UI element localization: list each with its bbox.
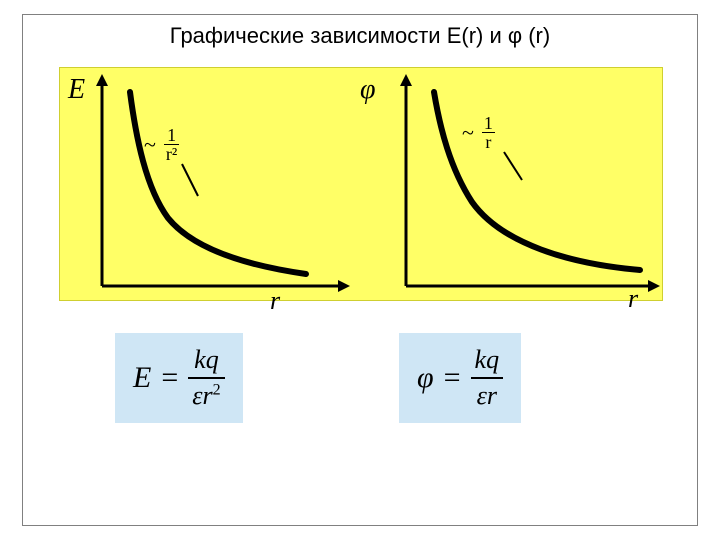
- tilde-sign: ~: [462, 122, 474, 144]
- formula-phi-den: εr: [471, 379, 504, 411]
- slide-frame: Графические зависимости E(r) и φ (r) E r…: [22, 14, 698, 526]
- formula-E: E = kq εr2: [133, 369, 225, 386]
- right-annot-pointer: [504, 152, 522, 180]
- formula-E-den: εr2: [188, 379, 224, 411]
- right-annotation: ~ 1 r: [462, 114, 495, 151]
- chart-area: E r ~ 1 r² φ r ~ 1 r: [59, 67, 663, 301]
- formula-box-left: E = kq εr2: [115, 333, 243, 423]
- formula-phi: φ = kq εr: [417, 369, 503, 386]
- formula-phi-num: kq: [471, 345, 504, 379]
- right-x-label: r: [628, 284, 638, 314]
- right-annot-den: r: [482, 133, 495, 151]
- equals-sign: =: [444, 361, 461, 395]
- formula-phi-lhs: φ: [417, 361, 434, 395]
- formula-E-num: kq: [188, 345, 224, 379]
- formula-E-lhs: E: [133, 361, 151, 395]
- slide-title: Графические зависимости E(r) и φ (r): [23, 23, 697, 49]
- right-annot-num: 1: [482, 114, 495, 133]
- formula-box-right: φ = kq εr: [399, 333, 521, 423]
- right-y-label: φ: [360, 74, 376, 106]
- equals-sign: =: [161, 361, 178, 395]
